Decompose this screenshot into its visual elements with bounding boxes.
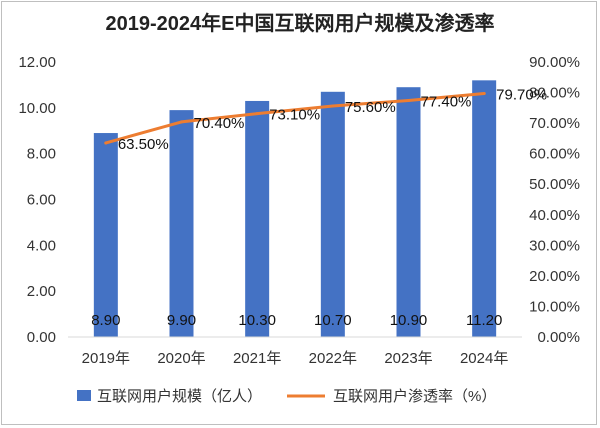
line-point	[104, 141, 108, 145]
right-tick-label: 70.00%	[529, 115, 580, 132]
left-tick-label: 4.00	[27, 237, 56, 254]
left-tick-label: 12.00	[18, 54, 56, 71]
left-tick-label: 10.00	[18, 100, 56, 117]
line-data-label: 77.40%	[421, 94, 472, 111]
bar-series	[93, 80, 497, 338]
x-tick-label: 2024年	[460, 350, 508, 367]
x-axis: 2019年 2020年 2021年 2022年 2023年 2024年	[82, 350, 509, 367]
line-point	[255, 112, 259, 116]
bar	[93, 133, 118, 337]
legend-label-bar: 互联网用户规模（亿人）	[97, 388, 262, 405]
bar	[320, 91, 345, 338]
x-tick-label: 2020年	[157, 350, 205, 367]
legend-label-line: 互联网用户渗透率（%）	[333, 388, 496, 405]
line-data-label: 63.50%	[118, 136, 169, 153]
bar	[169, 110, 194, 337]
line-data-label: 73.10%	[269, 107, 320, 124]
x-tick-label: 2021年	[233, 350, 281, 367]
right-tick-label: 60.00%	[529, 146, 580, 163]
right-tick-label: 30.00%	[529, 237, 580, 254]
left-tick-label: 6.00	[27, 192, 56, 209]
bar-data-label: 8.90	[91, 312, 120, 329]
right-tick-label: 90.00%	[529, 54, 580, 71]
right-tick-label: 20.00%	[529, 268, 580, 285]
line-data-label: 79.70%	[496, 86, 547, 103]
line-point	[331, 104, 335, 108]
bar	[472, 80, 497, 337]
legend: 互联网用户规模（亿人） 互联网用户渗透率（%）	[77, 388, 496, 405]
line-point	[407, 99, 410, 102]
bar	[245, 100, 270, 337]
x-tick-label: 2022年	[309, 350, 357, 367]
right-axis: 0.00% 10.00% 20.00% 30.00% 40.00% 50.00% 60.00…	[529, 54, 580, 346]
right-tick-label: 50.00%	[529, 176, 580, 193]
bar-data-label: 11.20	[466, 312, 502, 329]
line-labels: 63.50% 70.40% 73.10% 75.60% 77.40% 79.70%	[118, 86, 547, 153]
bar-labels: 8.90 9.90 10.30 10.70 10.90 11.20	[91, 312, 502, 329]
chart-title: 2019-2024年E中国互联网用户规模及渗透率	[106, 11, 495, 35]
line-point	[180, 120, 183, 124]
bar	[396, 87, 421, 337]
left-tick-label: 0.00	[27, 329, 56, 346]
left-tick-label: 2.00	[27, 283, 56, 300]
bar-data-label: 10.90	[390, 312, 428, 329]
bar-data-label: 9.90	[167, 312, 196, 329]
line-data-label: 75.60%	[345, 99, 396, 116]
line-point	[482, 91, 486, 95]
x-tick-label: 2019年	[82, 350, 130, 367]
x-tick-label: 2023年	[384, 350, 432, 367]
line-path	[104, 91, 486, 145]
left-axis: 0.00 2.00 4.00 6.00 8.00 10.00 12.00	[18, 54, 56, 346]
right-tick-label: 10.00%	[529, 298, 580, 315]
legend-swatch-bar	[77, 390, 91, 401]
right-tick-label: 40.00%	[529, 207, 580, 224]
bar-data-label: 10.70	[314, 312, 352, 329]
bar-data-label: 10.30	[238, 312, 276, 329]
left-tick-label: 8.00	[27, 146, 56, 163]
right-tick-label: 0.00%	[537, 329, 580, 346]
line-series	[104, 91, 486, 145]
right-tick-label: 80.00%	[529, 85, 580, 102]
line-data-label: 70.40%	[194, 115, 245, 132]
